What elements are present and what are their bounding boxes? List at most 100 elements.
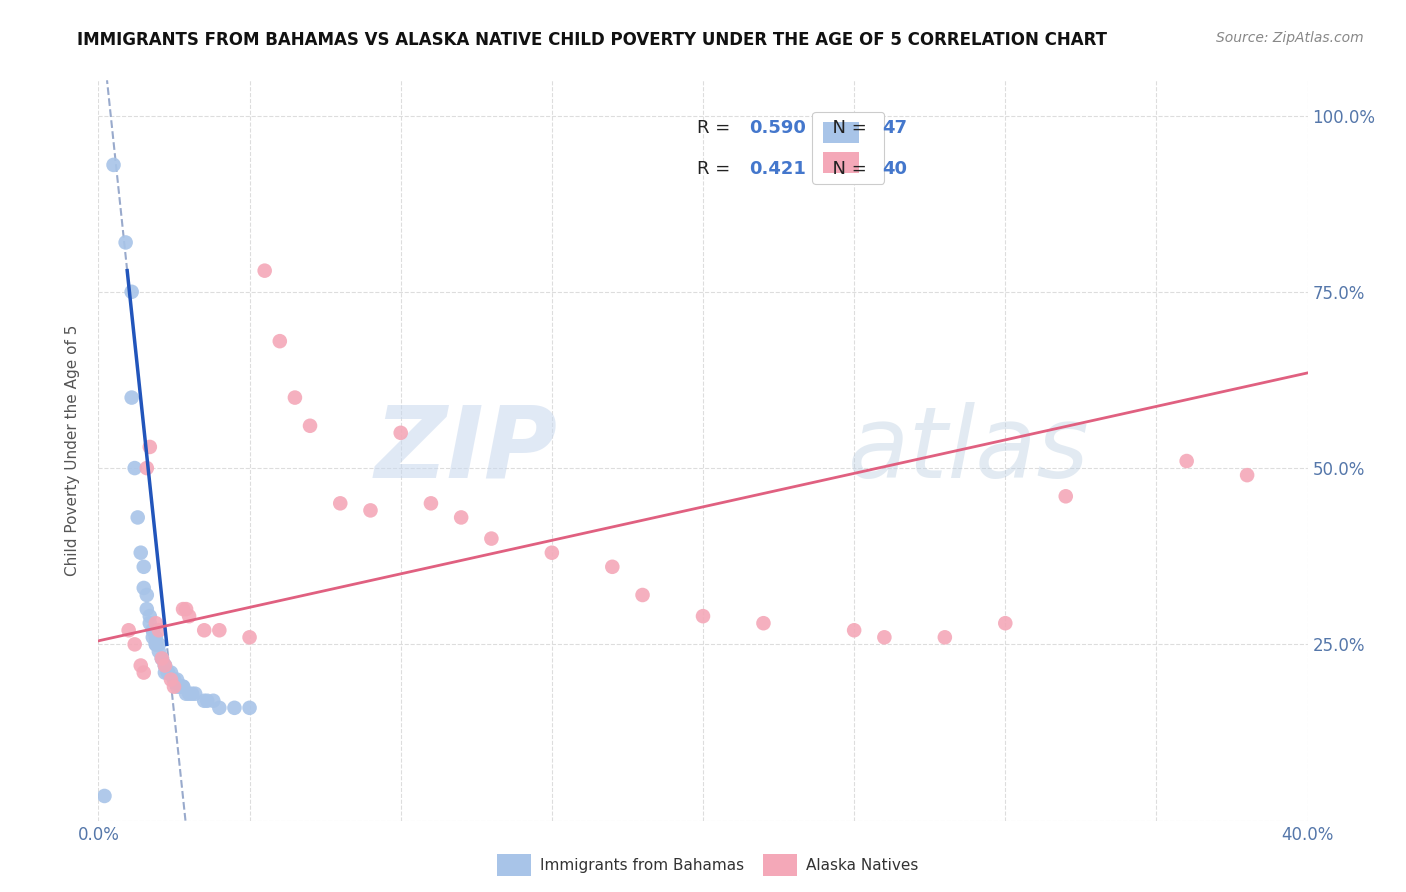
Point bbox=[389, 425, 412, 440]
Text: atlas: atlas bbox=[848, 402, 1090, 499]
Point bbox=[208, 701, 231, 715]
Point bbox=[174, 602, 197, 616]
Point bbox=[148, 644, 170, 658]
Point bbox=[132, 581, 155, 595]
Point bbox=[150, 651, 173, 665]
Point bbox=[269, 334, 291, 348]
Point bbox=[195, 694, 218, 708]
Point bbox=[181, 687, 204, 701]
Point bbox=[127, 510, 149, 524]
Point bbox=[160, 665, 183, 680]
FancyBboxPatch shape bbox=[498, 854, 531, 876]
Point bbox=[163, 673, 186, 687]
Point bbox=[142, 624, 165, 638]
Text: IMMIGRANTS FROM BAHAMAS VS ALASKA NATIVE CHILD POVERTY UNDER THE AGE OF 5 CORREL: IMMIGRANTS FROM BAHAMAS VS ALASKA NATIVE… bbox=[77, 31, 1108, 49]
Text: Source: ZipAtlas.com: Source: ZipAtlas.com bbox=[1216, 31, 1364, 45]
Point bbox=[150, 651, 173, 665]
Point bbox=[208, 624, 231, 638]
Point bbox=[172, 680, 194, 694]
Text: Immigrants from Bahamas: Immigrants from Bahamas bbox=[540, 857, 744, 872]
Point bbox=[184, 687, 207, 701]
Point bbox=[329, 496, 352, 510]
Point bbox=[145, 630, 167, 644]
Point bbox=[129, 658, 152, 673]
Point bbox=[129, 546, 152, 560]
Point bbox=[844, 624, 866, 638]
Point bbox=[179, 609, 201, 624]
FancyBboxPatch shape bbox=[763, 854, 797, 876]
Text: N =: N = bbox=[821, 161, 873, 178]
Point bbox=[360, 503, 382, 517]
Point bbox=[145, 616, 167, 631]
Point bbox=[239, 701, 262, 715]
Point bbox=[93, 789, 115, 803]
Point bbox=[132, 665, 155, 680]
Point bbox=[118, 624, 141, 638]
Text: N =: N = bbox=[821, 120, 873, 137]
Point bbox=[142, 624, 165, 638]
Point bbox=[239, 630, 262, 644]
Point bbox=[994, 616, 1017, 631]
Point bbox=[284, 391, 307, 405]
Point bbox=[150, 651, 173, 665]
Point bbox=[1175, 454, 1198, 468]
Point bbox=[540, 546, 562, 560]
Point bbox=[139, 440, 162, 454]
Point bbox=[148, 624, 170, 638]
Point bbox=[193, 624, 215, 638]
Text: 0.590: 0.590 bbox=[749, 120, 806, 137]
Point bbox=[135, 602, 157, 616]
Point bbox=[145, 637, 167, 651]
Y-axis label: Child Poverty Under the Age of 5: Child Poverty Under the Age of 5 bbox=[65, 325, 80, 576]
Point bbox=[481, 532, 503, 546]
Point bbox=[156, 665, 179, 680]
Point bbox=[142, 630, 165, 644]
Point bbox=[148, 637, 170, 651]
Text: R =: R = bbox=[697, 161, 735, 178]
Point bbox=[139, 609, 162, 624]
Point bbox=[299, 418, 322, 433]
Point bbox=[1236, 468, 1258, 483]
Point bbox=[420, 496, 443, 510]
Text: 0.421: 0.421 bbox=[749, 161, 806, 178]
Point bbox=[450, 510, 472, 524]
Point bbox=[153, 658, 176, 673]
Point bbox=[253, 263, 276, 277]
Point bbox=[873, 630, 896, 644]
Point bbox=[602, 559, 624, 574]
Text: R =: R = bbox=[697, 120, 735, 137]
Point bbox=[139, 616, 162, 631]
Point bbox=[132, 559, 155, 574]
Point bbox=[1054, 489, 1077, 503]
Point bbox=[135, 461, 157, 475]
Point bbox=[224, 701, 246, 715]
Point bbox=[121, 285, 143, 299]
Point bbox=[124, 461, 146, 475]
Point bbox=[202, 694, 225, 708]
Point bbox=[166, 673, 188, 687]
Point bbox=[121, 391, 143, 405]
Point bbox=[631, 588, 654, 602]
Point bbox=[174, 687, 197, 701]
Point bbox=[934, 630, 956, 644]
Point bbox=[172, 680, 194, 694]
Legend: , : , bbox=[813, 112, 884, 184]
Point bbox=[172, 602, 194, 616]
Point bbox=[692, 609, 714, 624]
Point bbox=[103, 158, 125, 172]
Point bbox=[153, 665, 176, 680]
Point bbox=[169, 680, 191, 694]
Point bbox=[145, 637, 167, 651]
Point bbox=[153, 658, 176, 673]
Text: 40: 40 bbox=[882, 161, 907, 178]
Point bbox=[193, 694, 215, 708]
Point bbox=[163, 680, 186, 694]
Point bbox=[160, 673, 183, 687]
Point bbox=[163, 673, 186, 687]
Point bbox=[135, 588, 157, 602]
Text: 47: 47 bbox=[882, 120, 907, 137]
Point bbox=[114, 235, 136, 250]
Text: Alaska Natives: Alaska Natives bbox=[806, 857, 918, 872]
Point bbox=[166, 680, 188, 694]
Point bbox=[179, 687, 201, 701]
